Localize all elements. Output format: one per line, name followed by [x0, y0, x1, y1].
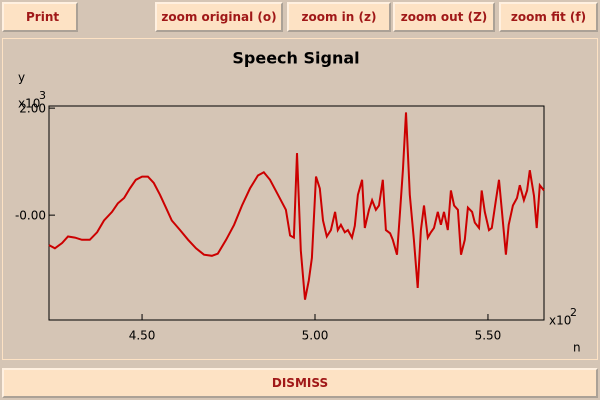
x-axis-label: n [573, 341, 581, 355]
zoom-in-button[interactable]: zoom in (z) [287, 2, 391, 32]
dismiss-button[interactable]: DISMISS [2, 368, 598, 398]
x-multiplier: x10 [549, 314, 571, 328]
plot-frame [48, 105, 545, 321]
y-tick-label: -0.00 [15, 209, 46, 223]
signal-line [48, 112, 545, 300]
x-tick-label: 5.00 [302, 329, 329, 343]
y-multiplier: x10 [18, 97, 40, 111]
y-multiplier-exponent: 3 [39, 89, 46, 102]
x-tick-label: 5.50 [475, 329, 502, 343]
zoom-original-button[interactable]: zoom original (o) [155, 2, 283, 32]
x-tick-label: 4.50 [129, 329, 156, 343]
chart-title: Speech Signal [232, 49, 359, 68]
x-multiplier-exponent: 2 [570, 306, 577, 319]
y-tick-label: 2.00 [19, 102, 46, 116]
y-axis-label: y [18, 71, 25, 85]
zoom-out-button[interactable]: zoom out (Z) [393, 2, 495, 32]
print-button[interactable]: Print [2, 2, 78, 32]
plot-panel [2, 38, 598, 360]
zoom-fit-button[interactable]: zoom fit (f) [499, 2, 598, 32]
